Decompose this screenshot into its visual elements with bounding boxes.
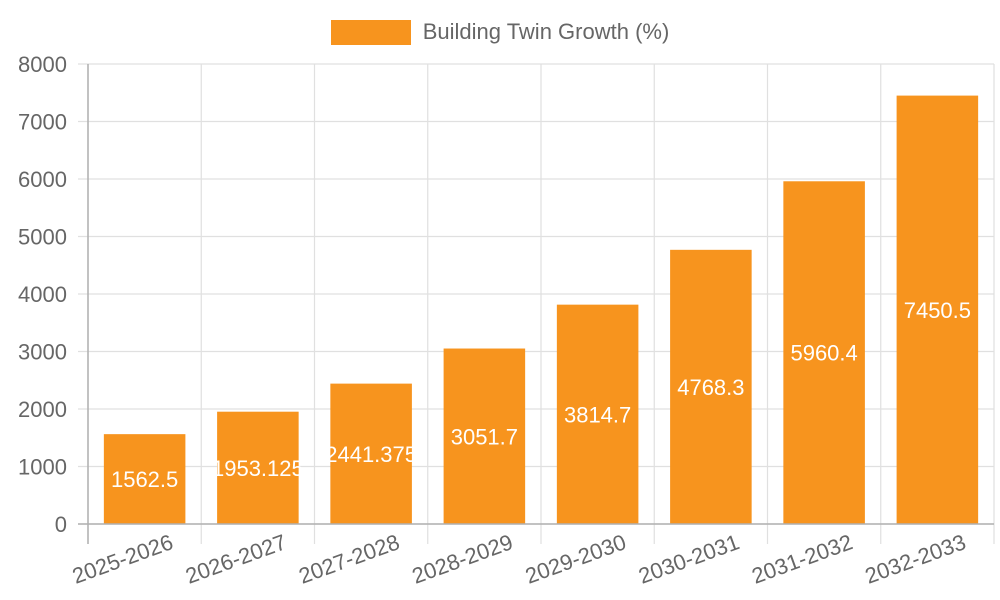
bar[interactable]: [896, 95, 979, 524]
y-tick-label: 5000: [18, 225, 67, 250]
y-axis: 0 1000 2000 3000 4000 5000 6000 7000 8000: [18, 52, 67, 537]
bar-value-label: 1953.125: [212, 456, 304, 481]
bar-value-label: 3814.7: [564, 402, 631, 427]
bar-value-label: 4768.3: [677, 375, 744, 400]
x-tick-label: 2029-2030: [522, 529, 629, 588]
y-tick-label: 2000: [18, 397, 67, 422]
bar[interactable]: [330, 383, 412, 524]
bar[interactable]: [103, 434, 186, 524]
y-tick-label: 7000: [18, 110, 67, 135]
y-tick-label: 4000: [18, 282, 67, 307]
x-tick-label: 2031-2032: [748, 529, 855, 588]
bar-value-label: 2441.375: [325, 442, 417, 467]
grid-lines: [78, 63, 995, 544]
bar-value-label: 3051.7: [451, 424, 518, 449]
legend-swatch: [330, 19, 411, 45]
x-tick-label: 2032-2033: [862, 529, 969, 588]
bar[interactable]: [556, 304, 639, 524]
bar[interactable]: [783, 181, 865, 525]
y-tick-label: 0: [55, 512, 67, 537]
legend-label: Building Twin Growth (%): [422, 19, 670, 44]
chart-legend[interactable]: Building Twin Growth (%): [0, 19, 1000, 45]
x-tick-label: 2030-2031: [635, 529, 742, 588]
bars: 1562.5 1953.125 2441.375 3051.7 3814.7 4768.3…: [103, 95, 979, 525]
bar[interactable]: [217, 411, 299, 524]
bar-value-label: 7450.5: [904, 298, 971, 323]
bar[interactable]: [670, 249, 752, 524]
y-tick-label: 3000: [18, 340, 67, 365]
x-tick-label: 2026-2027: [182, 529, 289, 588]
bar[interactable]: [443, 348, 526, 524]
bar-value-label: 1562.5: [111, 467, 178, 492]
y-tick-label: 6000: [18, 167, 67, 192]
y-tick-label: 1000: [18, 455, 67, 480]
x-tick-label: 2025-2026: [69, 529, 176, 588]
y-tick-label: 8000: [18, 52, 67, 77]
x-tick-label: 2028-2029: [409, 529, 516, 588]
x-tick-label: 2027-2028: [295, 529, 402, 588]
bar-value-label: 5960.4: [790, 341, 857, 366]
